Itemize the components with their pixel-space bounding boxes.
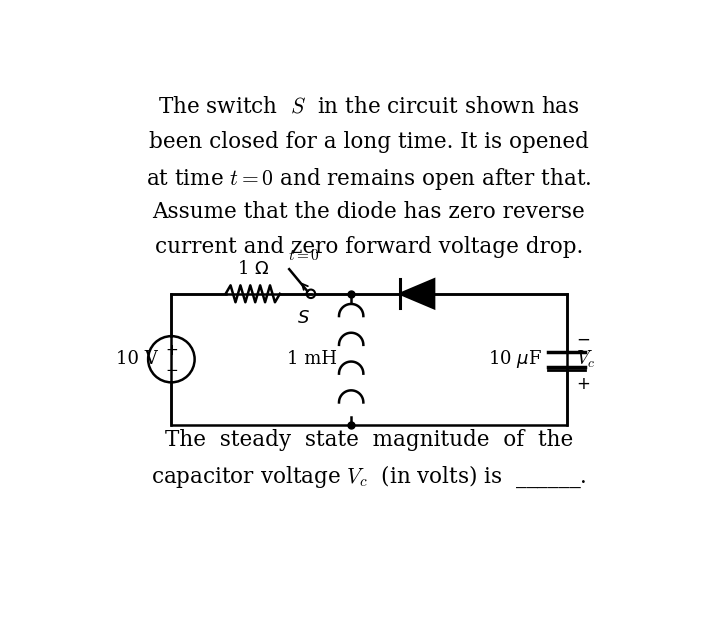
Text: $S$: $S$ <box>297 309 310 327</box>
Text: 10 $\mu$F: 10 $\mu$F <box>488 348 542 370</box>
Text: $+$: $+$ <box>576 374 590 393</box>
Polygon shape <box>400 279 434 308</box>
Text: $-$: $-$ <box>165 361 178 376</box>
Text: capacitor voltage $V_c$  (in volts) is  ______.: capacitor voltage $V_c$ (in volts) is __… <box>151 464 587 490</box>
Text: The  steady  state  magnitude  of  the: The steady state magnitude of the <box>165 429 573 451</box>
Text: $t = 0$: $t = 0$ <box>288 248 320 263</box>
Text: 10 V: 10 V <box>116 351 158 368</box>
Text: 1 $\Omega$: 1 $\Omega$ <box>237 260 269 279</box>
Text: at time $t = 0$ and remains open after that.: at time $t = 0$ and remains open after t… <box>146 166 592 192</box>
Text: $V_c$: $V_c$ <box>576 349 595 370</box>
Text: The switch  $S$  in the circuit shown has: The switch $S$ in the circuit shown has <box>158 95 580 117</box>
Text: Assume that the diode has zero reverse: Assume that the diode has zero reverse <box>153 201 585 223</box>
Text: been closed for a long time. It is opened: been closed for a long time. It is opene… <box>149 131 589 153</box>
Text: current and zero forward voltage drop.: current and zero forward voltage drop. <box>155 236 583 258</box>
Text: $-$: $-$ <box>576 330 590 347</box>
Text: $+$: $+$ <box>165 342 178 357</box>
Text: 1 mH: 1 mH <box>287 351 337 368</box>
